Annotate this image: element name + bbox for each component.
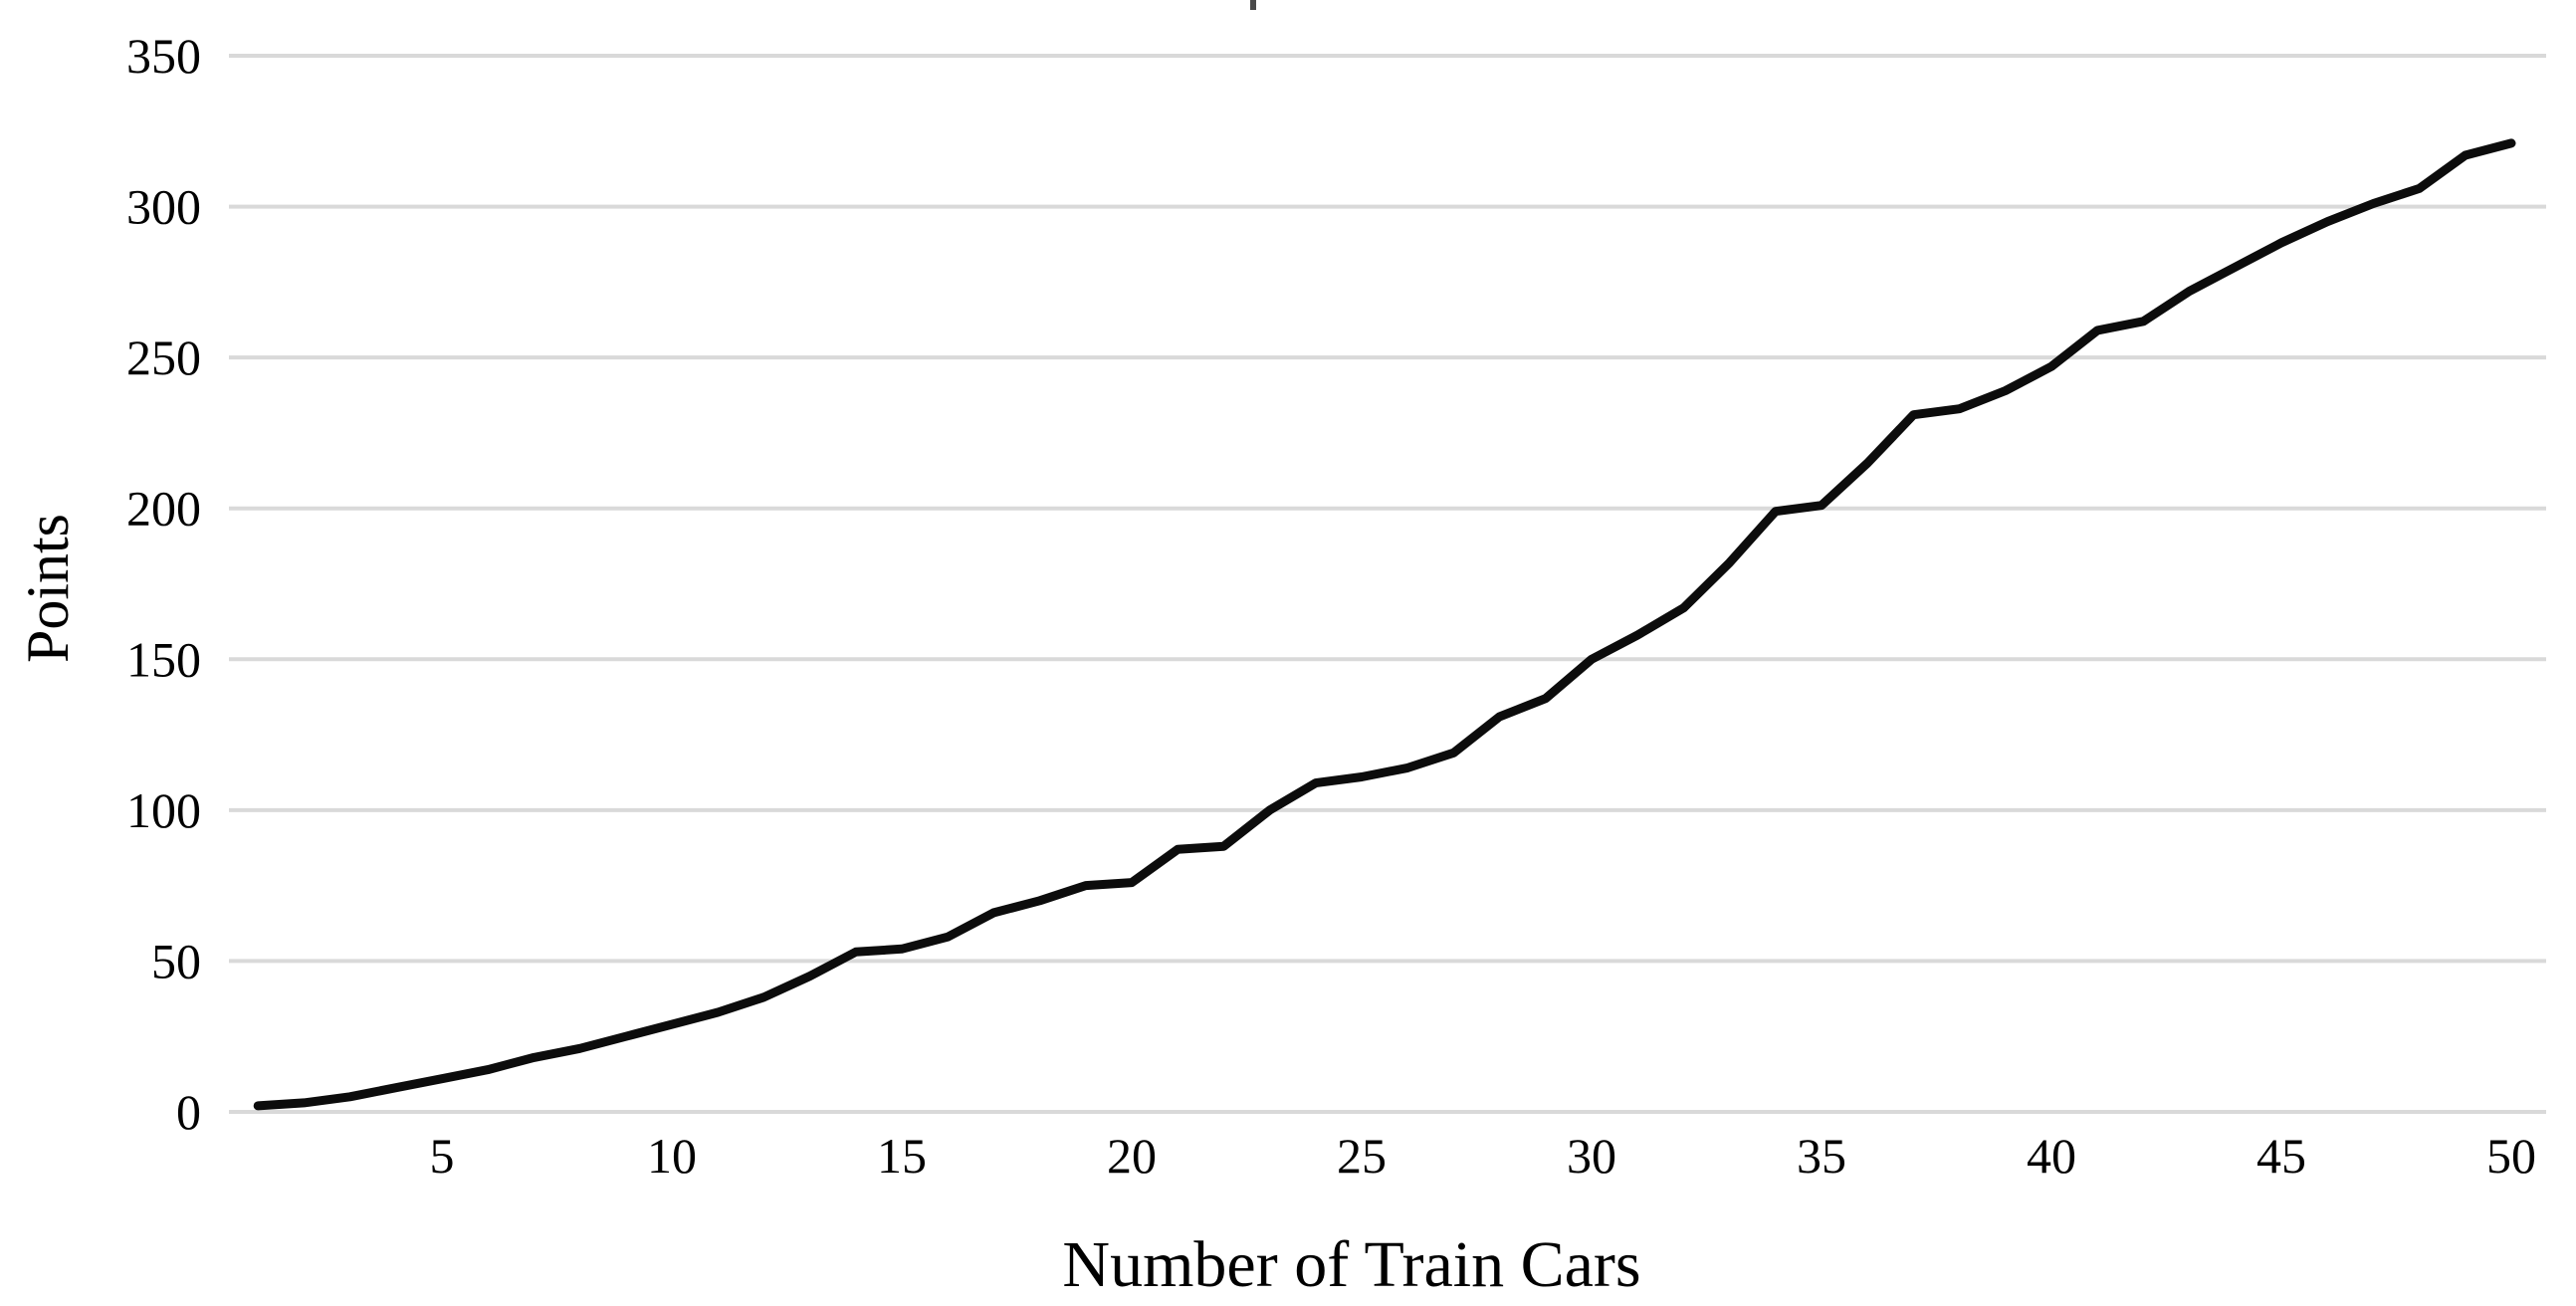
y-tick-label: 150 [126,631,201,687]
x-tick-label: 35 [1797,1128,1846,1184]
y-tick-label: 250 [126,329,201,385]
x-tick-label: 5 [430,1128,455,1184]
gridlines [229,54,2546,1114]
x-tick-label: 50 [2486,1128,2536,1184]
x-tick-label: 20 [1107,1128,1157,1184]
y-tick-label: 350 [126,28,201,84]
y-tick-label: 0 [176,1084,201,1140]
cropped-title-artifact [1250,0,1256,10]
x-axis-title: Number of Train Cars [1062,1228,1640,1301]
x-tick-label: 15 [877,1128,927,1184]
x-tick-label: 30 [1567,1128,1616,1184]
y-tick-label: 50 [151,933,201,988]
x-tick-label: 45 [2256,1128,2306,1184]
x-tick-label: 40 [2027,1128,2076,1184]
y-tick-label: 100 [126,782,201,838]
y-axis-tick-labels: 0 50 100 150 200 250 300 350 [126,28,201,1140]
x-axis-tick-labels: 5 10 15 20 25 30 35 40 45 50 [430,1128,2537,1184]
points-line-series [253,138,2516,1111]
x-tick-label: 10 [647,1128,697,1184]
x-tick-label: 25 [1337,1128,1387,1184]
y-tick-label: 200 [126,481,201,537]
y-axis-title: Points [15,514,81,663]
y-tick-label: 300 [126,179,201,235]
